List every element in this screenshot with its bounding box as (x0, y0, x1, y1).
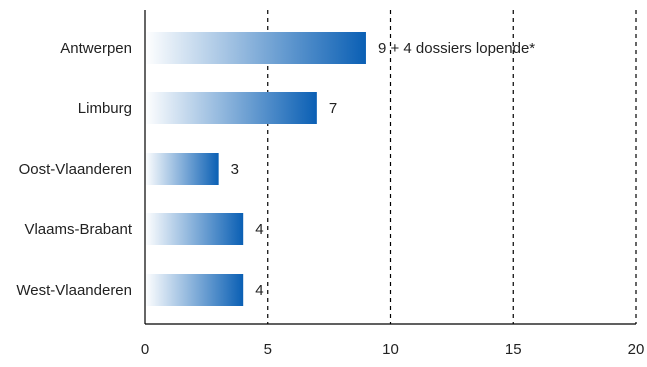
category-label-west-vlaanderen: West-Vlaanderen (16, 282, 132, 299)
bar-vlaams-brabant (145, 213, 244, 245)
data-label-west-vlaanderen: 4 (255, 282, 263, 299)
category-label-limburg: Limburg (78, 100, 132, 117)
data-label-oost-vlaanderen: 3 (231, 161, 239, 178)
axes (144, 10, 636, 325)
x-tick-label-5: 5 (264, 341, 272, 358)
bar-limburg (145, 92, 317, 124)
data-label-limburg: 7 (329, 100, 337, 117)
bar-west-vlaanderen (145, 274, 244, 306)
bars (145, 32, 366, 306)
category-label-vlaams-brabant: Vlaams-Brabant (24, 221, 132, 238)
x-tick-label-0: 0 (141, 341, 149, 358)
category-label-oost-vlaanderen: Oost-Vlaanderen (19, 161, 132, 178)
x-tick-label-15: 15 (505, 341, 522, 358)
category-label-antwerpen: Antwerpen (60, 40, 132, 57)
data-label-vlaams-brabant: 4 (255, 221, 263, 238)
bar-oost-vlaanderen (145, 153, 219, 185)
bar-antwerpen (145, 32, 366, 64)
labels: 0 5 10 15 20 Antwerpen 9 + 4 dossiers lopende*… (16, 40, 644, 358)
x-tick-label-10: 10 (382, 341, 399, 358)
data-label-antwerpen: 9 + 4 dossiers lopende* (378, 40, 535, 57)
x-tick-label-20: 20 (628, 341, 645, 358)
